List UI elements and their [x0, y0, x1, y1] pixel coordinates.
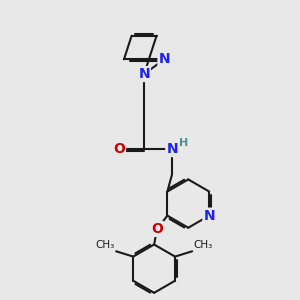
Text: H: H: [178, 138, 188, 148]
Text: O: O: [113, 142, 125, 156]
Text: CH₃: CH₃: [194, 240, 213, 250]
Text: N: N: [203, 209, 215, 223]
Text: N: N: [158, 52, 170, 66]
Text: N: N: [138, 67, 150, 81]
Text: CH₃: CH₃: [95, 240, 115, 250]
Text: O: O: [151, 222, 163, 236]
Text: N: N: [166, 142, 178, 156]
